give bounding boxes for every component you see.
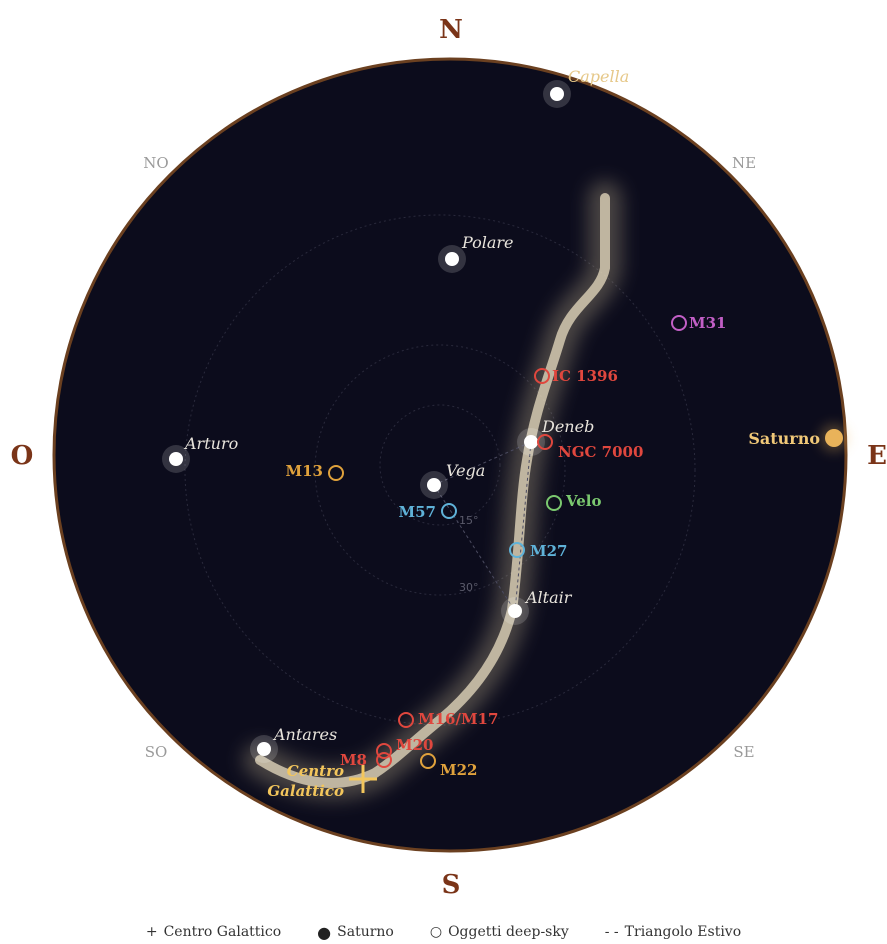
intercardinal-no: NO [143, 154, 168, 172]
star-dot [508, 604, 522, 618]
star-label: Deneb [541, 417, 594, 436]
dso-marker [328, 465, 344, 481]
dso-marker [534, 368, 550, 384]
altitude-label-15: 15° [459, 514, 479, 527]
dso-label: M31 [689, 314, 726, 332]
galactic-center: Centro Galattico [267, 762, 377, 800]
intercardinal-so: SO [145, 743, 168, 761]
dso-marker [441, 503, 457, 519]
cardinal-north: N [439, 15, 463, 45]
dso-label: M8 [340, 751, 367, 769]
dso-label: IC 1396 [552, 367, 618, 385]
dso-label: M13 [286, 462, 323, 480]
galactic-center-label-1: Centro [287, 762, 344, 780]
legend-cross-icon: + [145, 924, 158, 940]
star-antares: Antares [250, 725, 337, 763]
dso-marker [537, 434, 553, 450]
stars-layer: Capella Polare Arturo Vega Deneb Altair Antare… [162, 67, 629, 763]
dso-label: M20 [396, 736, 433, 754]
legend-dashed-line-icon: - - [604, 924, 619, 940]
star-label: Altair [524, 588, 573, 607]
star-label: Capella [568, 67, 629, 86]
altitude-ring-inner [379, 404, 501, 526]
star-label: Arturo [183, 434, 238, 453]
dso-marker [376, 752, 392, 768]
dso-label: NGC 7000 [558, 443, 643, 461]
legend-label: Centro Galattico [163, 924, 282, 940]
star-dot [445, 252, 459, 266]
altitude-ring-mid [314, 344, 566, 596]
star-label: Vega [446, 461, 485, 480]
star-altair: Altair [501, 588, 573, 625]
dso-marker [376, 743, 392, 759]
dso-m27: M27 [509, 542, 567, 560]
dso-ngc-7000: NGC 7000 [537, 434, 643, 461]
dso-velo: Velo [546, 492, 602, 511]
cardinal-south: S [442, 870, 461, 900]
dso-marker [420, 753, 436, 769]
star-dot [427, 478, 441, 492]
galactic-center-label-2: Galattico [267, 782, 344, 800]
star-arturo: Arturo [162, 434, 238, 473]
altitude-label-30: 30° [459, 581, 479, 594]
legend-item-summer-triangle: - - Triangolo Estivo [605, 920, 741, 944]
dso-m57: M57 [399, 503, 457, 521]
cardinal-east: E [867, 441, 887, 471]
legend-label: Oggetti deep-sky [448, 924, 569, 940]
dso-marker [398, 712, 414, 728]
star-label: Polare [461, 233, 514, 252]
intercardinal-se: SE [733, 743, 754, 761]
dso-m20: M20 [376, 736, 433, 759]
legend-item-deep-sky: ○ Oggetti deep-sky [430, 920, 569, 944]
dso-label: M27 [530, 542, 567, 560]
dso-marker [546, 495, 562, 511]
dso-label: Velo [565, 492, 602, 510]
star-dot [257, 742, 271, 756]
saturn-label: Saturno [748, 429, 820, 448]
saturn: Saturno [748, 424, 848, 452]
legend-dot-icon: ● [317, 922, 332, 942]
dso-ic-1396: IC 1396 [534, 367, 618, 385]
star-polare: Polare [438, 233, 514, 273]
dso-m8: M8 [340, 751, 392, 769]
deep-sky-layer: M31 IC 1396 NGC 7000 M13 M57 Velo M27 M16/M17 M2… [286, 314, 727, 779]
star-dot [550, 87, 564, 101]
star-deneb: Deneb [517, 417, 594, 456]
legend: + Centro Galattico ● Saturno ○ Oggetti d… [0, 920, 887, 944]
intercardinal-ne: NE [732, 154, 756, 172]
legend-label: Triangolo Estivo [624, 924, 742, 940]
star-label: Antares [272, 725, 337, 744]
star-dot [169, 452, 183, 466]
star-vega: Vega [420, 461, 485, 499]
legend-label: Saturno [337, 924, 394, 940]
saturn-dot [825, 429, 843, 447]
dso-marker [671, 315, 687, 331]
legend-item-saturn: ● Saturno [317, 920, 394, 944]
dso-m22: M22 [420, 753, 477, 779]
legend-item-galactic-center: + Centro Galattico [146, 920, 281, 944]
sky-disk [52, 57, 848, 853]
summer-triangle [433, 441, 532, 612]
legend-circle-icon: ○ [429, 924, 443, 940]
star-capella: Capella [543, 67, 629, 108]
dso-m13: M13 [286, 462, 344, 481]
dso-label: M57 [399, 503, 436, 521]
dso-marker [509, 542, 525, 558]
star-dot [524, 435, 538, 449]
sky-chart: 15° 30° N S O E NE NO SE SO Capella Polar… [11, 15, 887, 900]
dso-m31: M31 [671, 314, 726, 332]
cardinal-west: O [11, 441, 34, 471]
dso-label: M16/M17 [418, 710, 498, 728]
dso-label: M22 [440, 761, 477, 779]
dso-m16-m17: M16/M17 [398, 710, 498, 728]
